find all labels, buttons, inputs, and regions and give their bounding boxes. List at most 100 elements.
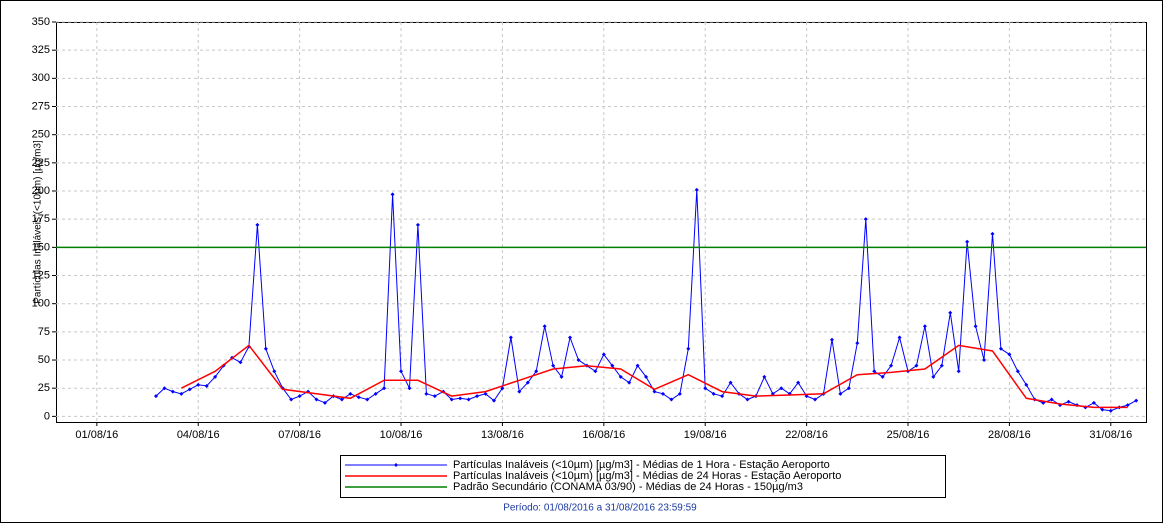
data-point: [1125, 403, 1130, 408]
data-point: [813, 397, 818, 402]
data-point: [796, 380, 801, 385]
y-tick-label: 0: [44, 410, 50, 422]
x-tick-label: 07/08/16: [278, 429, 321, 441]
data-point: [694, 187, 699, 192]
data-point: [889, 363, 894, 368]
data-point: [627, 380, 632, 385]
data-point: [635, 363, 640, 368]
data-point: [424, 391, 429, 396]
data-point: [322, 400, 327, 405]
data-point: [838, 391, 843, 396]
y-tick-label: 200: [32, 185, 50, 197]
data-point: [559, 374, 564, 379]
y-tick-label: 275: [32, 100, 50, 112]
data-point: [153, 394, 158, 399]
x-tick-label: 31/08/16: [1089, 429, 1132, 441]
data-point: [525, 380, 530, 385]
data-point: [382, 386, 387, 391]
data-point: [720, 394, 725, 399]
data-point: [255, 222, 260, 227]
y-tick-label: 350: [32, 16, 50, 28]
data-point: [872, 369, 877, 374]
data-point: [170, 389, 175, 394]
data-point: [1066, 399, 1071, 404]
x-tick-label: 22/08/16: [785, 429, 828, 441]
data-point: [922, 324, 927, 329]
y-tick-label: 175: [32, 213, 50, 225]
data-point: [432, 394, 437, 399]
data-point: [880, 374, 885, 379]
data-point: [863, 217, 868, 222]
data-point: [956, 369, 961, 374]
data-point: [931, 374, 936, 379]
data-point: [314, 397, 319, 402]
y-tick-label: 225: [32, 157, 50, 169]
data-point: [982, 358, 987, 363]
x-tick-label: 10/08/16: [380, 429, 423, 441]
data-point: [686, 346, 691, 351]
data-point: [339, 397, 344, 402]
y-tick-label: 150: [32, 241, 50, 253]
data-point: [483, 391, 488, 396]
legend-label: Padrão Secundário (CONAMA 03/90) - Média…: [453, 481, 803, 493]
data-point: [542, 324, 547, 329]
data-point: [204, 383, 209, 388]
data-point: [373, 391, 378, 396]
data-point: [475, 394, 480, 399]
data-point: [660, 391, 665, 396]
x-tick-label: 13/08/16: [481, 429, 524, 441]
data-point: [466, 397, 471, 402]
data-point: [1007, 352, 1012, 357]
x-tick-label: 04/08/16: [177, 429, 220, 441]
period-text: Período: 01/08/2016 a 31/08/2016 23:59:5…: [503, 503, 697, 514]
data-point: [1108, 408, 1113, 413]
y-tick-label: 100: [32, 298, 50, 310]
data-point: [745, 397, 750, 402]
data-point: [644, 374, 649, 379]
legend-label: Partículas Inaláveis (<10µm) [µg/m3] - M…: [453, 459, 830, 471]
data-point: [703, 386, 708, 391]
data-point: [677, 391, 682, 396]
data-point: [1091, 400, 1096, 405]
data-point: [356, 395, 361, 400]
data-point: [289, 397, 294, 402]
data-point: [762, 374, 767, 379]
data-point: [610, 363, 615, 368]
data-point: [415, 222, 420, 227]
y-tick-label: 75: [38, 326, 50, 338]
data-point: [162, 386, 167, 391]
data-point: [491, 398, 496, 403]
data-point: [568, 335, 573, 340]
data-point: [500, 386, 505, 391]
data-line: [180, 344, 1128, 409]
y-tick-label: 300: [32, 72, 50, 84]
data-point: [1100, 407, 1105, 412]
data-point: [948, 310, 953, 315]
data-point: [846, 386, 851, 391]
data-point: [1134, 398, 1139, 403]
data-point: [238, 360, 243, 365]
data-point: [187, 387, 192, 392]
data-point: [1024, 382, 1029, 387]
y-tick-label: 25: [38, 382, 50, 394]
data-point: [829, 337, 834, 342]
data-point: [1049, 397, 1054, 402]
data-point: [348, 391, 353, 396]
data-point: [593, 369, 598, 374]
data-point: [576, 358, 581, 363]
y-tick-label: 50: [38, 354, 50, 366]
plot-frame: [56, 22, 1147, 423]
data-point: [652, 389, 657, 394]
data-point: [965, 239, 970, 244]
data-point: [990, 231, 995, 236]
y-axis-label: Partículas Inaláveis (<10µm) [µg/m3]: [33, 140, 44, 304]
data-point: [508, 335, 513, 340]
data-point: [272, 369, 277, 374]
data-point: [897, 335, 902, 340]
data-point: [449, 397, 454, 402]
x-tick-label: 19/08/16: [684, 429, 727, 441]
data-point: [179, 391, 184, 396]
data-point: [728, 380, 733, 385]
